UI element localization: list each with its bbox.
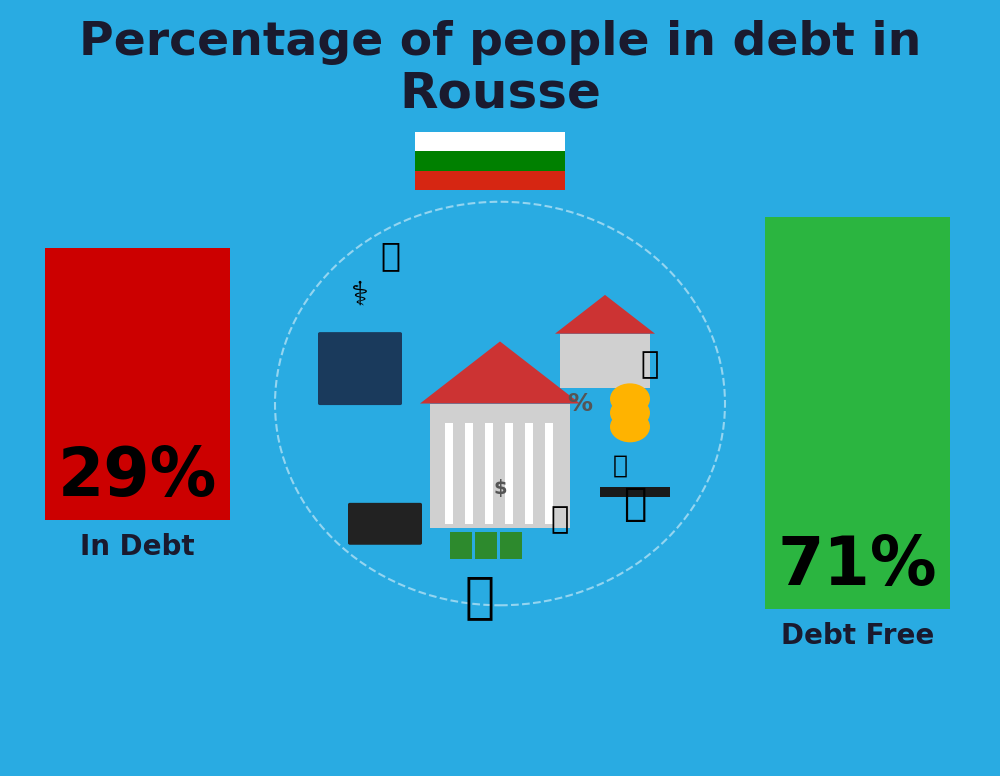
Text: 🔒: 🔒 xyxy=(612,454,628,477)
Bar xyxy=(445,423,453,524)
Text: Debt Free: Debt Free xyxy=(781,622,934,650)
Circle shape xyxy=(610,411,650,442)
Bar xyxy=(415,171,565,190)
Bar xyxy=(560,334,650,388)
Bar xyxy=(765,217,950,609)
Text: 71%: 71% xyxy=(778,533,937,600)
Text: 📋: 📋 xyxy=(551,505,569,535)
Bar xyxy=(430,404,570,528)
Circle shape xyxy=(610,383,650,414)
FancyBboxPatch shape xyxy=(348,503,422,545)
Bar xyxy=(505,423,513,524)
Bar xyxy=(415,132,565,151)
Bar xyxy=(545,423,553,524)
Bar xyxy=(485,423,493,524)
Polygon shape xyxy=(420,341,580,404)
Circle shape xyxy=(610,397,650,428)
Text: ⚕️: ⚕️ xyxy=(351,279,369,311)
Text: In Debt: In Debt xyxy=(80,533,195,561)
Bar xyxy=(465,423,473,524)
Bar xyxy=(600,487,670,497)
Text: Percentage of people in debt in: Percentage of people in debt in xyxy=(79,20,921,65)
Bar xyxy=(415,151,565,171)
Text: 29%: 29% xyxy=(58,444,217,511)
Text: 🚗: 🚗 xyxy=(465,573,495,622)
Text: 🎓: 🎓 xyxy=(623,486,647,523)
Text: $: $ xyxy=(493,480,507,498)
Text: %: % xyxy=(568,392,592,415)
Bar xyxy=(450,532,472,559)
Bar xyxy=(500,532,522,559)
Bar xyxy=(475,532,497,559)
Text: 🦅: 🦅 xyxy=(380,240,400,272)
Polygon shape xyxy=(555,295,655,334)
Text: 📱: 📱 xyxy=(641,350,659,379)
Text: Rousse: Rousse xyxy=(399,69,601,117)
FancyBboxPatch shape xyxy=(318,332,402,405)
Bar xyxy=(45,248,230,520)
Bar xyxy=(525,423,533,524)
